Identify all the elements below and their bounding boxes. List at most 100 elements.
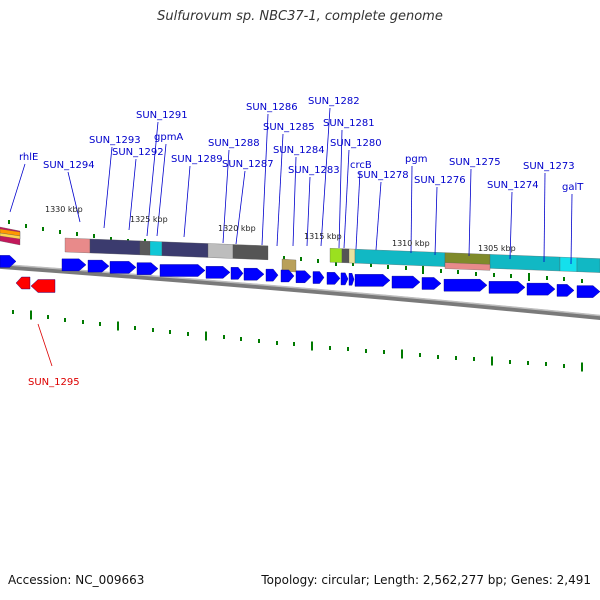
gene-label[interactable]: SUN_1282 [308,96,360,107]
gene-label[interactable]: SUN_1295 [28,377,80,388]
leader-line [67,171,81,223]
gene-label[interactable]: pgm [405,154,427,165]
minor-tick [169,330,171,334]
minor-tick [64,318,66,322]
feature-segment[interactable] [89,238,141,256]
minor-tick [405,266,407,270]
gene-label[interactable]: SUN_1294 [43,160,95,171]
gene-arrow[interactable] [488,281,526,294]
feature-segment[interactable] [232,244,269,260]
minor-tick [59,230,61,234]
gene-label[interactable]: SUN_1288 [208,138,260,149]
gene-arrow[interactable] [205,266,231,279]
minor-tick [510,274,512,278]
gene-arrow[interactable] [230,267,244,280]
minor-tick [475,272,477,276]
feature-segment[interactable] [489,254,561,272]
gene-arrow[interactable] [556,284,575,297]
leader-line [343,149,350,249]
feature-segment[interactable] [341,248,350,264]
gene-label[interactable]: SUN_1286 [246,102,298,113]
gene-arrow[interactable] [280,269,295,283]
leader-line [156,143,167,237]
leader-line [434,186,438,256]
minor-tick [258,339,260,343]
gene-label[interactable]: SUN_1292 [112,147,164,158]
feature-segment[interactable] [161,241,209,258]
gene-arrow[interactable] [265,268,279,282]
minor-tick [455,356,457,360]
gene-label[interactable]: rhlE [19,152,38,163]
gene-label[interactable]: SUN_1276 [414,175,466,186]
gene-arrow[interactable] [421,277,442,290]
feature-segment[interactable] [354,249,446,267]
gene-arrow[interactable] [326,272,341,285]
gene-arrow[interactable] [109,261,137,274]
gene-label[interactable]: crcB [350,160,372,171]
leader-line [375,181,382,251]
gene-label[interactable]: SUN_1293 [89,135,141,146]
gene-label[interactable]: SUN_1274 [487,180,539,191]
feature-segment[interactable] [149,241,163,256]
minor-tick [293,342,295,346]
feature-segment[interactable] [444,262,491,271]
feature-segment[interactable] [559,256,578,272]
gene-arrow[interactable] [354,274,391,287]
major-tick [528,273,530,281]
minor-tick [42,227,44,231]
accession-text: Accession: NC_009663 [8,573,145,587]
gene-arrow[interactable] [159,264,206,277]
gene-arrow[interactable] [576,285,600,298]
gene-label[interactable]: SUN_1281 [323,118,375,129]
leader-line [338,129,343,249]
scale-label: 1325 kbp [130,215,168,224]
gene-arrow[interactable] [391,275,421,289]
gene-label[interactable]: SUN_1278 [357,170,409,181]
minor-tick [437,355,439,359]
feature-segment[interactable] [348,248,356,264]
feature-segment[interactable] [207,243,234,259]
gene-label[interactable]: SUN_1275 [449,157,501,168]
feature-segment[interactable] [576,257,600,273]
gene-arrow[interactable] [443,279,488,292]
gene-arrow[interactable] [136,262,159,275]
feature-segment[interactable] [139,240,151,256]
minor-tick [563,364,565,368]
gene-arrow[interactable] [61,258,87,272]
minor-tick [276,341,278,345]
gene-arrow[interactable] [312,271,325,284]
feature-segment[interactable] [0,232,21,240]
minor-tick [347,347,349,351]
gene-arrow[interactable] [295,270,312,283]
gene-label[interactable]: SUN_1284 [273,145,325,156]
gene-label[interactable]: SUN_1273 [523,161,575,172]
gene-arrow[interactable] [30,279,56,293]
minor-tick [152,328,154,332]
minor-tick [47,315,49,319]
scale-ticks-lower [12,310,583,372]
feature-segment[interactable] [329,248,343,263]
minor-tick [581,279,583,283]
gene-arrow[interactable] [87,259,110,273]
minor-tick [473,357,475,361]
gene-label[interactable]: SUN_1287 [222,159,274,170]
gene-arrow[interactable] [243,268,265,281]
gene-arrow[interactable] [340,272,349,286]
leader-line [128,158,137,231]
gene-arrow[interactable] [15,276,31,290]
gene-label[interactable]: SUN_1289 [171,154,223,165]
gene-arrow[interactable] [0,255,17,268]
gene-arrow[interactable] [526,282,556,296]
minor-tick [527,361,529,365]
major-tick [422,266,424,274]
gene-label[interactable]: galT [562,182,584,193]
feature-segment[interactable] [64,237,91,254]
gene-label[interactable]: SUN_1291 [136,110,188,121]
gene-label[interactable]: SUN_1280 [330,138,382,149]
genome-backbone-highlight [0,263,600,317]
gene-label[interactable]: SUN_1285 [263,122,315,133]
gene-arrow[interactable] [348,273,355,286]
gene-label[interactable]: gpmA [154,132,183,143]
gene-label[interactable]: SUN_1283 [288,165,340,176]
